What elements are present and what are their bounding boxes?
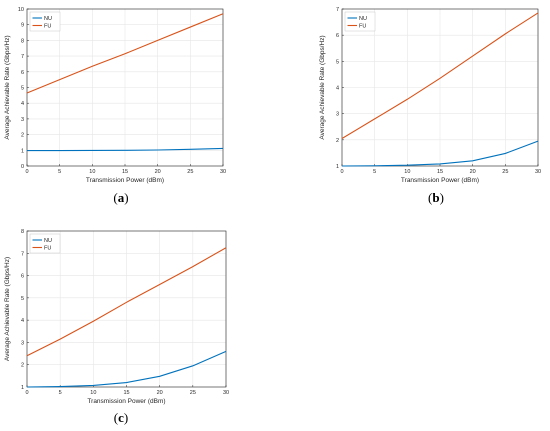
y-tick-label: 5	[336, 59, 339, 65]
chart-panel-c: 0 5 10 15 20 25 30 1 2 3 4 5 6 7 8 Transmission Power (…	[0, 222, 240, 412]
x-tick-label: 25	[187, 169, 193, 175]
legend-box	[29, 11, 61, 32]
y-tick-label: 4	[336, 86, 339, 92]
series-line-fu	[26, 13, 224, 94]
y-axis-label: Average Achievable Rate (Gbps/Hz)	[4, 257, 11, 361]
x-tick-label: 5	[373, 169, 376, 175]
x-tick-label: 15	[437, 169, 443, 175]
x-axis-label: Transmission Power (dBm)	[87, 398, 165, 405]
caption-b: (b)	[428, 190, 444, 205]
x-axis-label: Transmission Power (dBm)	[86, 177, 164, 184]
legend-box	[29, 233, 61, 254]
series-line-nu	[27, 147, 224, 152]
x-tick-label: 0	[340, 169, 343, 175]
y-tick-label: 10	[18, 7, 24, 13]
y-axis-label: Average Achievable Rate (Gbps/Hz)	[4, 35, 11, 139]
y-tick-label: 7	[21, 251, 24, 257]
y-tick-label: 5	[21, 86, 24, 92]
y-tick-label: 5	[21, 296, 24, 302]
legend-box	[344, 11, 376, 32]
y-axis-label: Average Achievable Rate (Gbps/Hz)	[319, 35, 326, 139]
x-tick-label: 25	[502, 169, 508, 175]
y-tick-label: 2	[336, 138, 339, 144]
y-tick-label: 1	[336, 164, 339, 170]
legend-label-fu: FU	[359, 24, 366, 30]
x-tick-label: 5	[59, 390, 62, 396]
x-tick-label: 30	[535, 169, 541, 175]
x-tick-label: 10	[404, 169, 410, 175]
chart-b: 0 5 10 15 20 25 30 1 2 3 4 5 6 7 Transmission Power (d…	[319, 7, 541, 184]
y-tick-label: 8	[21, 38, 24, 44]
y-tick-label: 3	[21, 340, 24, 346]
x-tick-label: 20	[470, 169, 476, 175]
series-line-fu	[26, 247, 227, 357]
x-tick-label: 30	[223, 390, 229, 396]
x-tick-label: 15	[123, 390, 129, 396]
y-tick-label: 8	[21, 229, 24, 235]
legend-label-nu: NU	[44, 238, 52, 244]
series-line-fu	[341, 12, 539, 140]
x-tick-label: 15	[122, 169, 128, 175]
y-tick-label: 2	[21, 133, 24, 139]
y-tick-label: 0	[21, 164, 24, 170]
legend-label-nu: NU	[44, 16, 52, 22]
x-tick-label: 5	[58, 169, 61, 175]
legend-label-nu: NU	[359, 16, 367, 22]
y-tick-label: 9	[21, 23, 24, 29]
y-tick-label: 7	[21, 54, 24, 60]
caption-c: (c)	[113, 410, 129, 425]
x-tick-label: 0	[25, 390, 28, 396]
chart-panel-a: 0 5 10 15 20 25 30 0 1 2 3 4 5 6 7 8 9 10 Transmission Pow…	[0, 0, 240, 190]
y-tick-label: 6	[21, 70, 24, 76]
x-tick-label: 25	[190, 390, 196, 396]
y-tick-label: 4	[21, 318, 24, 324]
legend-label-fu: FU	[44, 246, 51, 252]
y-tick-label: 1	[21, 385, 24, 391]
caption-a: (a)	[113, 190, 129, 205]
x-tick-label: 0	[25, 169, 28, 175]
y-tick-label: 6	[21, 274, 24, 280]
chart-panel-b: 0 5 10 15 20 25 30 1 2 3 4 5 6 7 Transmission Power (d…	[315, 0, 550, 190]
x-tick-label: 20	[155, 169, 161, 175]
series-line-nu	[26, 350, 227, 388]
y-tick-label: 6	[336, 33, 339, 39]
y-tick-label: 3	[21, 117, 24, 123]
chart-c: 0 5 10 15 20 25 30 1 2 3 4 5 6 7 8 Transmission Power (…	[4, 229, 229, 405]
y-tick-label: 4	[21, 101, 24, 107]
chart-a: 0 5 10 15 20 25 30 0 1 2 3 4 5 6 7 8 9 10 Transmission Pow…	[4, 7, 226, 184]
x-axis-label: Transmission Power (dBm)	[401, 177, 479, 184]
x-tick-label: 20	[157, 390, 163, 396]
y-tick-label: 2	[21, 363, 24, 369]
y-tick-label: 3	[336, 112, 339, 118]
y-tick-label: 7	[336, 7, 339, 13]
x-tick-label: 30	[220, 169, 226, 175]
x-tick-label: 10	[90, 390, 96, 396]
x-tick-label: 10	[89, 169, 95, 175]
y-tick-label: 1	[21, 148, 24, 154]
legend-label-fu: FU	[44, 24, 51, 30]
series-line-nu	[341, 140, 539, 167]
